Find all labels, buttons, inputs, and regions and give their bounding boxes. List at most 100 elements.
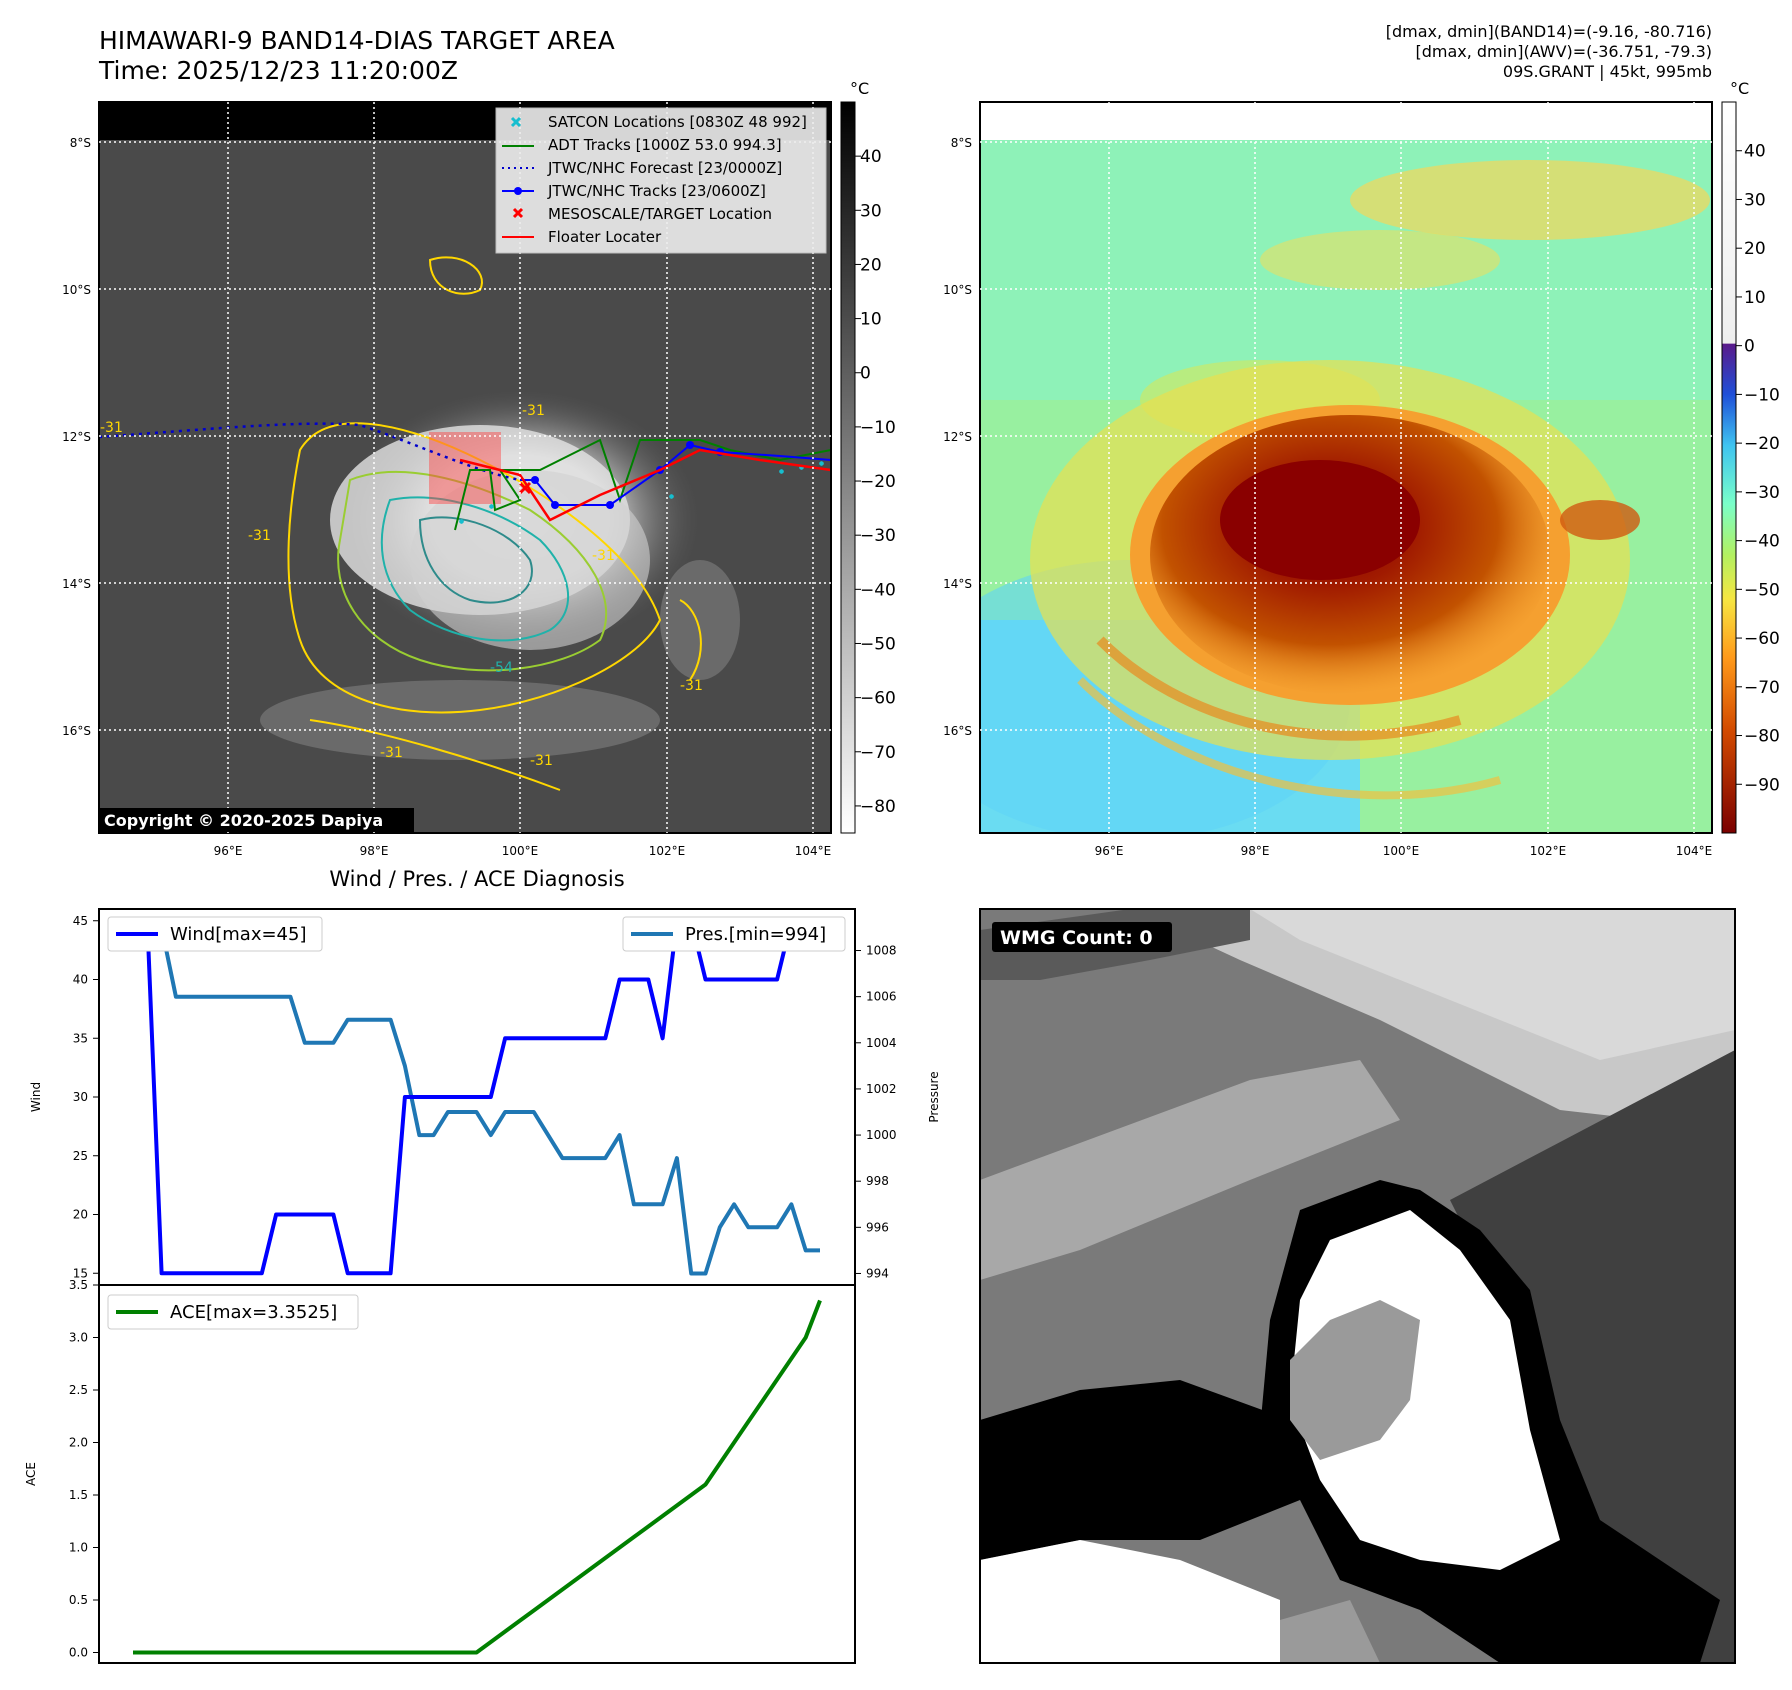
color-colorbar-unit: °C (1730, 79, 1749, 98)
color-colorbar-tick-label: 0 (1744, 337, 1755, 357)
gray-colorbar-tick-label: −80 (860, 797, 896, 817)
gray-colorbar-unit: °C (850, 79, 869, 98)
gray-colorbar-tick-label: 10 (860, 310, 882, 330)
color-colorbar-tick-label: 40 (1744, 142, 1766, 162)
contour-label: -31 (522, 403, 545, 419)
lat-tick-label: 10°S (62, 283, 91, 297)
color-colorbar-tick-label: 20 (1744, 239, 1766, 259)
info-band14-range: [dmax, dmin](BAND14)=(-9.16, -80.716) (1385, 22, 1712, 41)
pressure-tick-label: 998 (866, 1174, 889, 1188)
pressure-tick-label: 994 (866, 1266, 889, 1280)
ace-axis-label: ACE (24, 1462, 38, 1486)
color-colorbar-ticks: 40 30 20 10 0 −10 −20 −30 −40 −50 −60 −70 −80 −90 (1736, 142, 1780, 795)
copyright-box (99, 808, 414, 832)
figure-time: Time: 2025/12/23 11:20:00Z (99, 56, 458, 85)
wmg-count-label: WMG Count: 0 (1000, 927, 1153, 949)
pressure-tick-label: 1000 (866, 1128, 897, 1142)
ace-tick-label: 1.0 (69, 1541, 88, 1555)
diagnosis-series (133, 918, 822, 1655)
satcon-legend-icon (510, 116, 522, 128)
ace-series-line (133, 1299, 822, 1655)
lon-tick-label: 96°E (1095, 844, 1124, 858)
color-colorbar-tick-label: −70 (1744, 678, 1780, 698)
lon-tick-label: 96°E (214, 844, 243, 858)
color-colorbar-tick-label: −60 (1744, 629, 1780, 649)
gray-colorbar-tick-label: 30 (860, 201, 882, 221)
lat-tick-label: 16°S (943, 724, 972, 738)
pressure-tick-label: 1002 (866, 1082, 897, 1096)
ace-tick-label: 0.5 (69, 1593, 88, 1607)
ace-legend-label: ACE[max=3.3525] (170, 1302, 337, 1323)
gray-colorbar-tick-label: −60 (860, 689, 896, 709)
wmg-count-box (992, 922, 1172, 952)
wind-axis-label: Wind (29, 1082, 43, 1112)
wind-tick-label: 45 (73, 914, 88, 928)
gray-colorbar-ticks: 40 30 20 10 0 −10 −20 −30 −40 −50 −60 −70 −80 (855, 147, 896, 817)
color-map-gridlines (980, 102, 1712, 833)
color-colorbar-tick-label: −40 (1744, 532, 1780, 552)
legend-floater: Floater Locater (548, 228, 662, 246)
lat-tick-label: 16°S (62, 724, 91, 738)
pressure-tick-label: 996 (866, 1220, 889, 1234)
wind-tick-label: 25 (73, 1149, 88, 1163)
lon-tick-label: 104°E (795, 844, 832, 858)
diagnosis-title: Wind / Pres. / ACE Diagnosis (329, 867, 624, 891)
target-legend-icon (512, 207, 524, 219)
legend-tracks: JTWC/NHC Tracks [23/0600Z] (547, 182, 766, 200)
wind-tick-label: 40 (73, 973, 88, 987)
pressure-legend: Pres.[min=994] (622, 916, 846, 952)
lat-tick-label: 8°S (70, 136, 91, 150)
map-legend: SATCON Locations [0830Z 48 992] ADT Trac… (495, 107, 827, 254)
ace-tick-label: 1.5 (69, 1488, 88, 1502)
lon-tick-label: 100°E (502, 844, 539, 858)
lat-tick-label: 10°S (943, 283, 972, 297)
lon-tick-label: 102°E (1530, 844, 1567, 858)
figure-title: HIMAWARI-9 BAND14-DIAS TARGET AREA (99, 26, 615, 55)
gray-colorbar-tick-label: 20 (860, 255, 882, 275)
gray-colorbar-tick-label: −10 (860, 418, 896, 438)
contour-label: -31 (592, 548, 615, 564)
contour-label: -31 (100, 420, 123, 436)
contour-label: -31 (248, 528, 271, 544)
color-colorbar-tick-label: −30 (1744, 483, 1780, 503)
ir-map-gridlines (99, 102, 831, 833)
gray-colorbar-tick-label: −40 (860, 580, 896, 600)
color-colorbar-tick-label: 30 (1744, 190, 1766, 210)
legend-forecast: JTWC/NHC Forecast [23/0000Z] (547, 159, 782, 177)
wind-series-line (133, 918, 820, 1276)
gray-colorbar-tick-label: 0 (860, 364, 871, 384)
color-map-tick-labels: 8°S 10°S 12°S 14°S 16°S 96°E 98°E 100°E 102°E 104… (943, 136, 1712, 858)
lat-tick-label: 12°S (62, 430, 91, 444)
color-map-panel (980, 102, 1712, 833)
ace-tick-label: 2.5 (69, 1383, 88, 1397)
pressure-axis-label: Pressure (927, 1071, 941, 1122)
gray-colorbar-tick-label: 40 (860, 147, 882, 167)
pressure-series-line (133, 925, 820, 1276)
gray-colorbar-tick-label: −30 (860, 526, 896, 546)
wmg-panel (980, 909, 1735, 1663)
pressure-tick-label: 1006 (866, 990, 897, 1004)
contour-label: -31 (530, 753, 553, 769)
wind-tick-label: 35 (73, 1031, 88, 1045)
info-storm-summary: 09S.GRANT | 45kt, 995mb (1502, 62, 1712, 81)
contour-label: -31 (680, 678, 703, 694)
ace-axes (98, 1284, 856, 1664)
copyright-text: Copyright © 2020-2025 Dapiya (104, 811, 383, 830)
info-awv-range: [dmax, dmin](AWV)=(-36.751, -79.3) (1415, 42, 1712, 61)
pressure-axis-ticks: 994 996 998 1000 1002 1004 1006 1008 (855, 944, 897, 1280)
ir-map-panel (99, 102, 831, 833)
lon-tick-label: 102°E (649, 844, 686, 858)
ace-tick-label: 0.0 (69, 1646, 88, 1660)
color-colorbar-tick-label: 10 (1744, 288, 1766, 308)
lat-tick-label: 14°S (943, 577, 972, 591)
pressure-legend-label: Pres.[min=994] (685, 924, 826, 945)
pressure-tick-label: 1008 (866, 944, 897, 958)
lon-tick-label: 98°E (360, 844, 389, 858)
ir-map-tick-labels: 8°S 10°S 12°S 14°S 16°S 96°E 98°E 100°E 102°E 104… (62, 136, 831, 858)
lon-tick-label: 98°E (1241, 844, 1270, 858)
legend-adt: ADT Tracks [1000Z 53.0 994.3] (548, 136, 782, 154)
color-colorbar-tick-label: −20 (1744, 434, 1780, 454)
wind-tick-label: 20 (73, 1208, 88, 1222)
contour-labels: -31 -31 -31 -31 -31 -31 -31 -54 (100, 403, 703, 769)
